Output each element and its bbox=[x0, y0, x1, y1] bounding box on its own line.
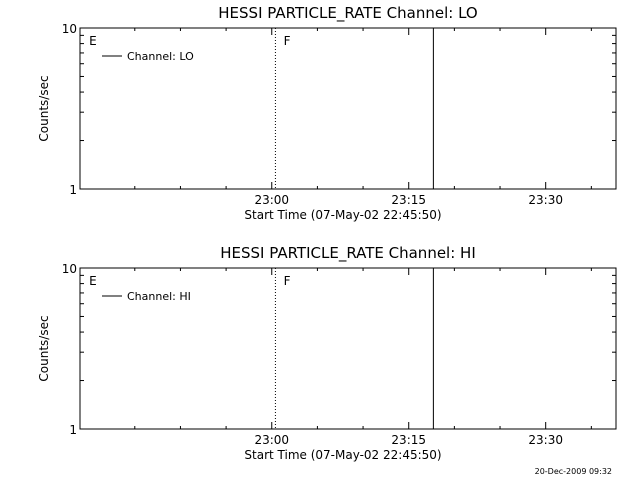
plot-frame bbox=[79, 27, 617, 190]
y-tick-label: 1 bbox=[69, 183, 77, 197]
plot-frame bbox=[79, 267, 617, 430]
chart-title: HESSI PARTICLE_RATE Channel: LO bbox=[218, 4, 477, 23]
flag-label: E bbox=[89, 34, 97, 48]
chart-panel-lo: HESSI PARTICLE_RATE Channel: LO 23:00 23:1… bbox=[37, 4, 617, 222]
x-axis-label: Start Time (07-May-02 22:45:50) bbox=[244, 448, 441, 462]
timestamp-label: 20-Dec-2009 09:32 bbox=[535, 467, 612, 476]
legend-label: Channel: HI bbox=[127, 290, 191, 303]
x-tick-label: 23:30 bbox=[528, 433, 563, 447]
y-tick-label: 10 bbox=[62, 22, 77, 36]
x-tick-label: 23:15 bbox=[391, 433, 426, 447]
x-tick-label: 23:30 bbox=[528, 193, 563, 207]
chart-title: HESSI PARTICLE_RATE Channel: HI bbox=[220, 244, 476, 263]
y-tick-label: 1 bbox=[69, 423, 77, 437]
x-tick-label: 23:15 bbox=[391, 193, 426, 207]
chart-panel-hi: HESSI PARTICLE_RATE Channel: HI 23:00 23:1… bbox=[37, 244, 617, 462]
x-axis-label: Start Time (07-May-02 22:45:50) bbox=[244, 208, 441, 222]
flag-label: F bbox=[284, 274, 291, 288]
y-axis-label: Counts/sec bbox=[37, 75, 51, 141]
flag-label: F bbox=[284, 34, 291, 48]
flag-label: E bbox=[89, 274, 97, 288]
y-tick-label: 10 bbox=[62, 262, 77, 276]
y-axis-label: Counts/sec bbox=[37, 315, 51, 381]
x-tick-label: 23:00 bbox=[254, 433, 289, 447]
x-tick-label: 23:00 bbox=[254, 193, 289, 207]
legend-label: Channel: LO bbox=[127, 50, 194, 63]
